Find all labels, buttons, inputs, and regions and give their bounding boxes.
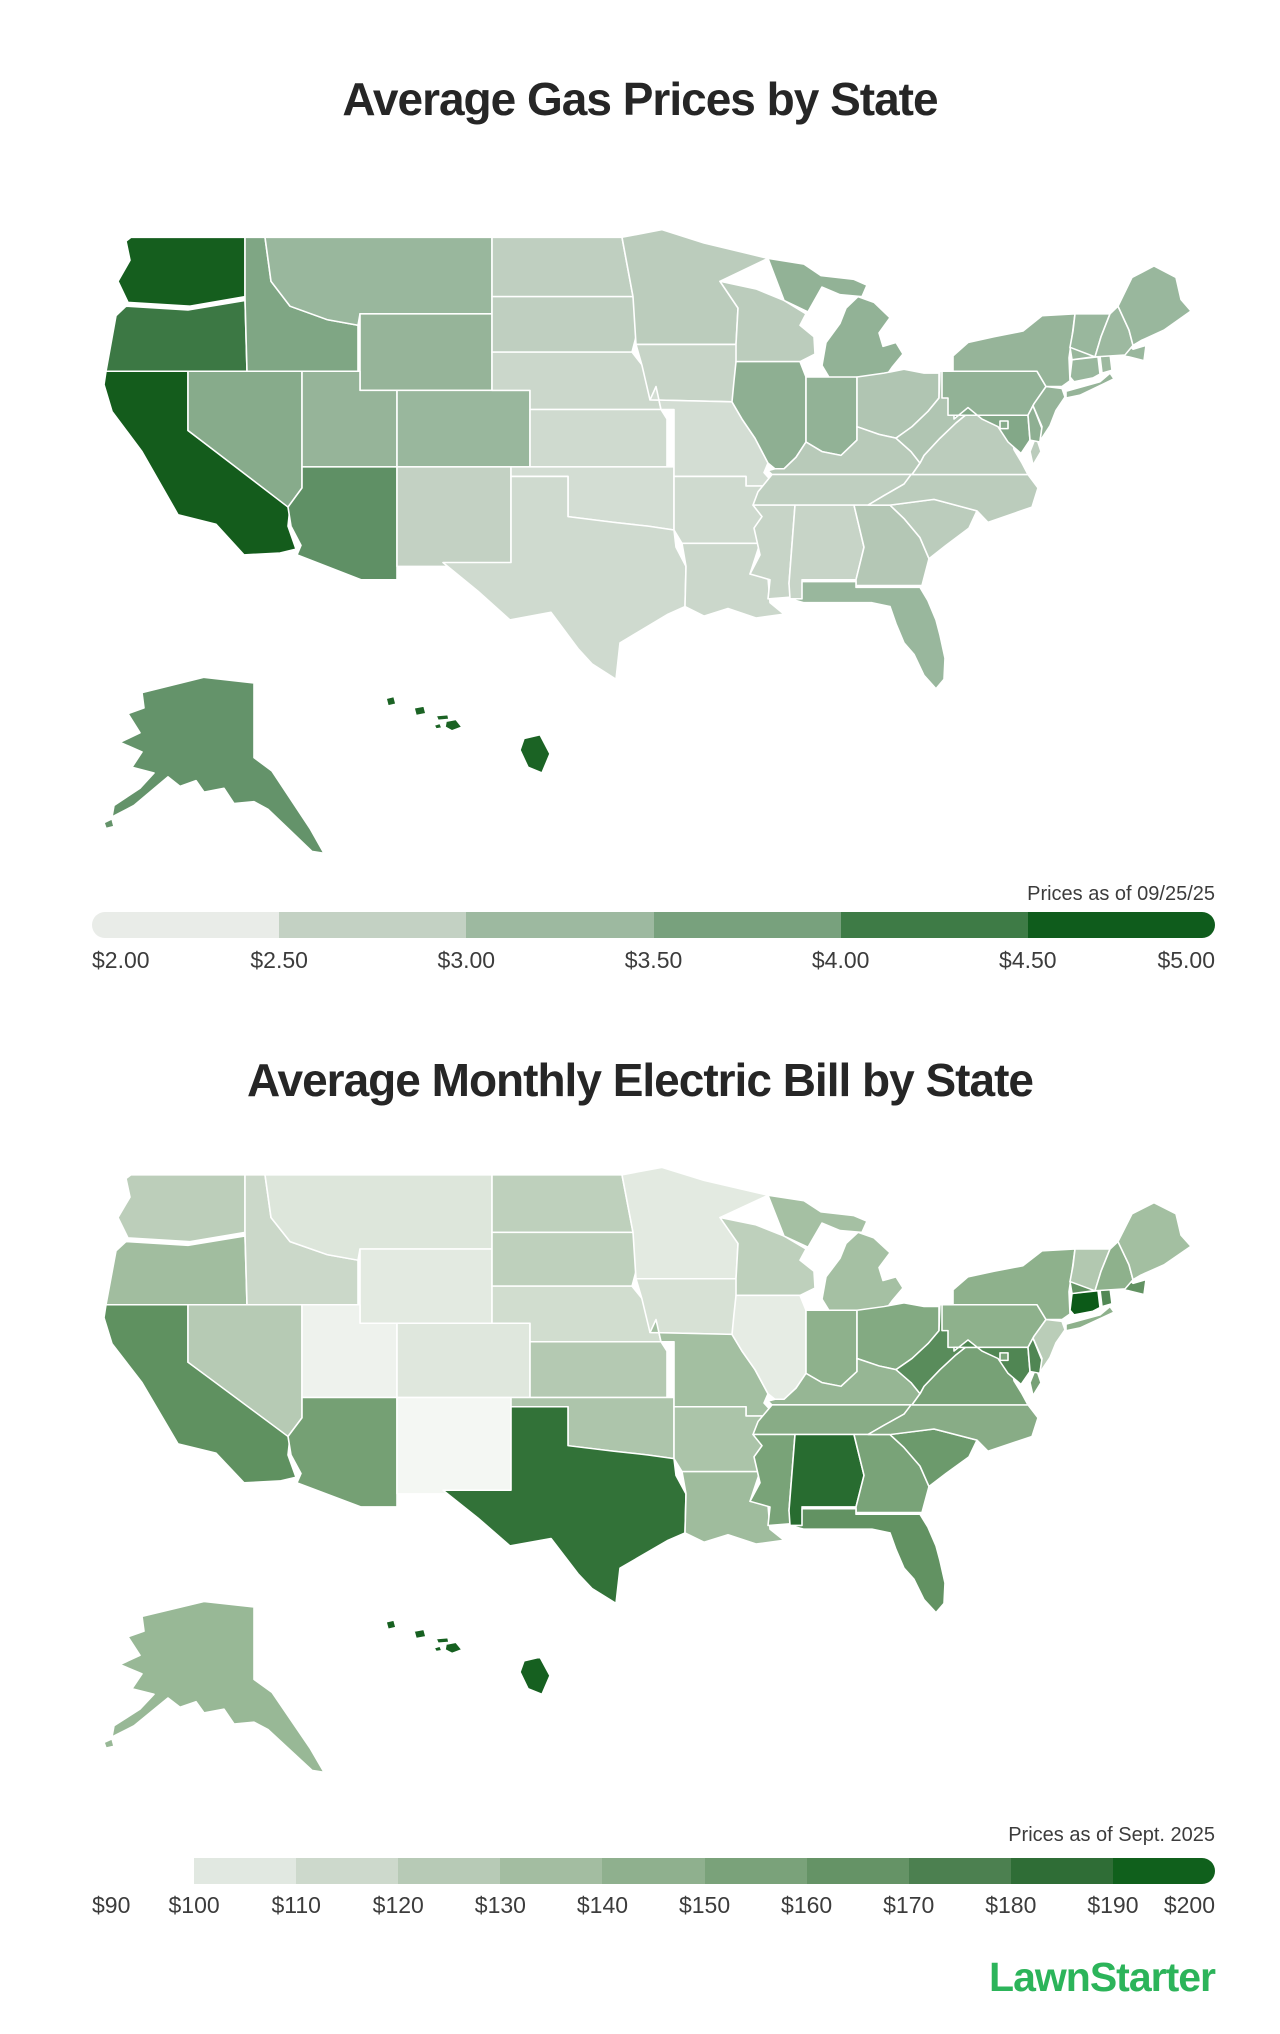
gas-legend-label-0: $2.00 [92,947,150,973]
electric-legend-labels: $90 $100 $110 $120 $130 $140 $150 $160 $170 $180 $… [92,1892,1215,1920]
electric-state-IN [805,1309,858,1388]
electric-state-NC [867,1404,1039,1452]
electric-state-NJ [1032,1318,1066,1374]
electric-legend-segment-4 [500,1858,603,1884]
electric-state-TX [442,1405,687,1605]
electric-legend-label-9: $180 [985,1892,1037,1918]
gas-state-PA [941,370,1047,416]
electric-legend-label-3: $120 [372,1892,424,1918]
gas-legend-segment-0 [92,912,280,938]
electric-legend-label-1: $100 [168,1892,220,1918]
electric-state-LA [681,1470,785,1545]
gas-state-FL [789,580,946,690]
electric-legend-bar [92,1858,1215,1884]
gas-state-CO [396,389,531,468]
gas-state-ME [1117,265,1192,347]
electric-legend-segment-9 [1010,1858,1113,1884]
gas-state-MI [767,257,904,380]
electric-state-OR [105,1235,248,1306]
electric-legend-label-5: $140 [576,1892,629,1918]
electric-state-CT [1069,1290,1101,1316]
gas-legend-segment-3 [653,912,841,938]
electric-legend-segment-10 [1112,1858,1215,1884]
gas-legend-label-4: $4.00 [811,947,870,973]
gas-legend-segment-4 [840,912,1028,938]
electric-legend-label-2: $110 [271,1892,321,1918]
gas-legend-labels: $2.00 $2.50 $3.00 $3.50 $4.00 $4.50 $5.00 [92,947,1215,975]
gas-state-HI [385,695,551,774]
electric-state-NM [396,1396,512,1495]
gas-state-NM [396,466,512,568]
gas-map-date-note: Prices as of 09/25/25 [1027,883,1215,905]
electric-state-KS [529,1341,668,1399]
gas-state-DC [999,420,1009,430]
gas-state-TX [442,475,687,680]
electric-legend-segment-8 [908,1858,1011,1884]
electric-state-SD [491,1231,639,1287]
electric-state-PA [941,1303,1047,1349]
electric-legend-segment-0 [92,1858,195,1884]
electric-legend-segment-2 [296,1858,399,1884]
gas-state-IN [805,376,858,457]
electric-legend-label-0: $90 [92,1892,131,1918]
gas-state-NJ [1032,385,1066,442]
electric-map-date-note: Prices as of Sept. 2025 [1008,1824,1215,1846]
gas-legend-segment-1 [279,912,467,938]
electric-legend-segment-1 [194,1858,297,1884]
gas-state-CT [1069,356,1101,383]
electric-legend-segment-7 [806,1858,909,1884]
gas-legend-label-2: $3.00 [437,947,496,973]
electric-state-ME [1117,1201,1192,1281]
electric-legend-label-6: $150 [678,1892,731,1918]
electric-legend-label-7: $160 [781,1892,833,1918]
electric-legend-segment-3 [398,1858,501,1884]
gas-state-WA [117,236,246,307]
gas-legend-label-5: $4.50 [999,947,1057,973]
electric-legend-label-8: $170 [883,1892,935,1918]
gas-legend-segment-5 [1027,912,1215,938]
electric-legend-segment-5 [602,1858,705,1884]
gas-state-SD [491,295,639,353]
electric-state-ND [491,1174,634,1234]
gas-state-AK [103,676,325,855]
gas-state-AZ [287,466,398,581]
gas-state-LA [681,542,785,619]
gas-legend-label-3: $3.50 [624,947,683,973]
gas-state-NC [867,473,1039,524]
electric-state-WA [117,1174,246,1243]
electric-state-FL [789,1508,946,1614]
electric-state-CO [396,1322,531,1399]
gas-state-OR [105,299,248,372]
gas-legend-bar [92,912,1215,938]
lawnstarter-logo: LawnStarter [989,1954,1216,2000]
gas-state-WI [719,280,816,363]
electric-state-AK [103,1600,325,1773]
gas-legend-label-6: $5.00 [1157,947,1215,973]
gas-state-ND [491,236,634,298]
gas-state-KS [529,408,668,468]
gas-legend-label-1: $2.50 [250,947,308,973]
us-gas-price-map [103,228,1192,855]
electric-state-HI [385,1619,551,1696]
electric-legend-segment-6 [704,1858,807,1884]
electric-legend-label-10: $190 [1087,1892,1139,1918]
us-electric-bill-map [103,1166,1192,1773]
gas-state-WY [359,313,493,392]
electric-legend-label-11: $200 [1163,1892,1215,1918]
electric-map-title: Average Monthly Electric Bill by State [247,1054,1034,1106]
gas-map-title: Average Gas Prices by State [342,73,938,125]
electric-state-DC [999,1352,1009,1362]
gas-legend-segment-2 [466,912,654,938]
electric-state-WI [719,1216,816,1297]
electric-state-AZ [287,1396,398,1508]
electric-legend-label-4: $130 [474,1892,526,1918]
electric-state-MI [767,1194,904,1313]
electric-state-WY [359,1248,493,1324]
